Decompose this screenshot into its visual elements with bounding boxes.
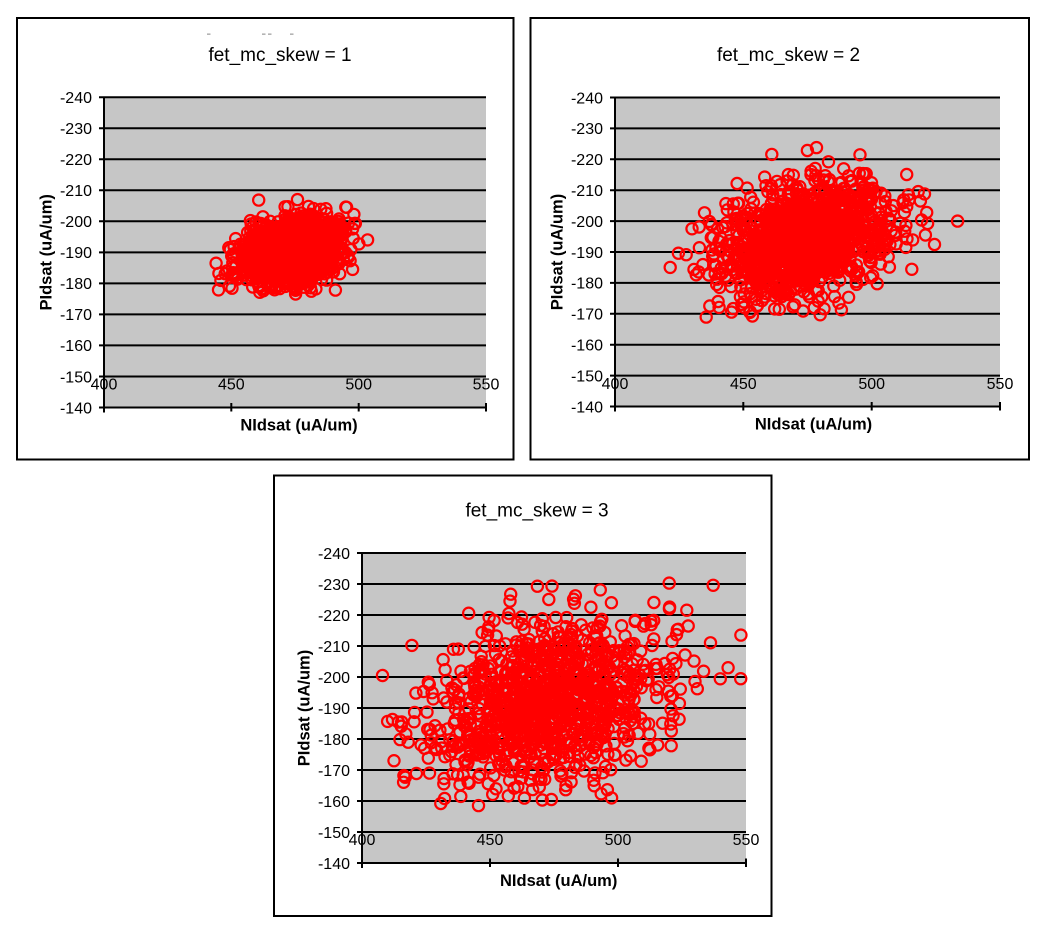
svg-text:-150: -150 xyxy=(318,825,350,842)
svg-text:-210: -210 xyxy=(571,183,603,200)
svg-text:-160: -160 xyxy=(318,794,350,811)
svg-text:-230: -230 xyxy=(571,121,603,138)
svg-text:400: 400 xyxy=(91,377,118,394)
svg-text:-180: -180 xyxy=(318,732,350,749)
svg-text:-220: -220 xyxy=(318,608,350,625)
svg-text:-180: -180 xyxy=(60,276,92,293)
svg-text:fet_mc_skew = 3: fet_mc_skew = 3 xyxy=(465,501,608,522)
svg-text:-200: -200 xyxy=(318,670,350,687)
svg-text:-150: -150 xyxy=(60,369,92,386)
svg-text:-170: -170 xyxy=(571,307,603,324)
svg-text:PIdsat (uA/um): PIdsat (uA/um) xyxy=(549,194,567,310)
svg-text:-200: -200 xyxy=(60,214,92,231)
svg-text:-200: -200 xyxy=(571,214,603,231)
svg-text:450: 450 xyxy=(477,832,504,849)
svg-text:-140: -140 xyxy=(60,400,92,417)
svg-text:fet_mc_skew = 2: fet_mc_skew = 2 xyxy=(717,45,860,66)
svg-text:-140: -140 xyxy=(571,399,603,416)
svg-text:500: 500 xyxy=(858,376,885,393)
svg-text:500: 500 xyxy=(605,832,632,849)
svg-text:-240: -240 xyxy=(318,546,350,563)
svg-text:400: 400 xyxy=(349,832,376,849)
svg-text:-240: -240 xyxy=(60,90,92,107)
svg-text:450: 450 xyxy=(218,377,245,394)
svg-text:PIdsat (uA/um): PIdsat (uA/um) xyxy=(38,194,56,310)
svg-text:NIdsat (uA/um): NIdsat (uA/um) xyxy=(240,417,357,435)
svg-text:450: 450 xyxy=(730,376,757,393)
svg-text:PIdsat (uA/um): PIdsat (uA/um) xyxy=(296,650,314,766)
svg-text:-170: -170 xyxy=(60,307,92,324)
svg-text:NIdsat (uA/um): NIdsat (uA/um) xyxy=(755,416,872,434)
svg-text:500: 500 xyxy=(345,377,372,394)
svg-text:400: 400 xyxy=(602,376,629,393)
svg-text:fet_mc_skew = 1: fet_mc_skew = 1 xyxy=(208,45,351,66)
svg-text:550: 550 xyxy=(733,832,760,849)
svg-text:-180: -180 xyxy=(571,276,603,293)
svg-text:-160: -160 xyxy=(60,338,92,355)
svg-text:550: 550 xyxy=(473,377,500,394)
svg-text:NIdsat (uA/um): NIdsat (uA/um) xyxy=(500,872,617,890)
svg-text:-210: -210 xyxy=(318,639,350,656)
svg-text:-210: -210 xyxy=(60,183,92,200)
svg-text:550: 550 xyxy=(987,376,1014,393)
svg-text:-230: -230 xyxy=(60,121,92,138)
svg-text:-140: -140 xyxy=(318,856,350,873)
svg-text:-170: -170 xyxy=(318,763,350,780)
svg-text:-240: -240 xyxy=(571,90,603,107)
svg-text:-190: -190 xyxy=(60,245,92,262)
svg-text:-150: -150 xyxy=(571,368,603,385)
svg-text:-220: -220 xyxy=(60,152,92,169)
svg-text:-160: -160 xyxy=(571,338,603,355)
svg-text:-230: -230 xyxy=(318,577,350,594)
svg-text:-190: -190 xyxy=(318,701,350,718)
svg-text:-190: -190 xyxy=(571,245,603,262)
svg-text:-220: -220 xyxy=(571,152,603,169)
